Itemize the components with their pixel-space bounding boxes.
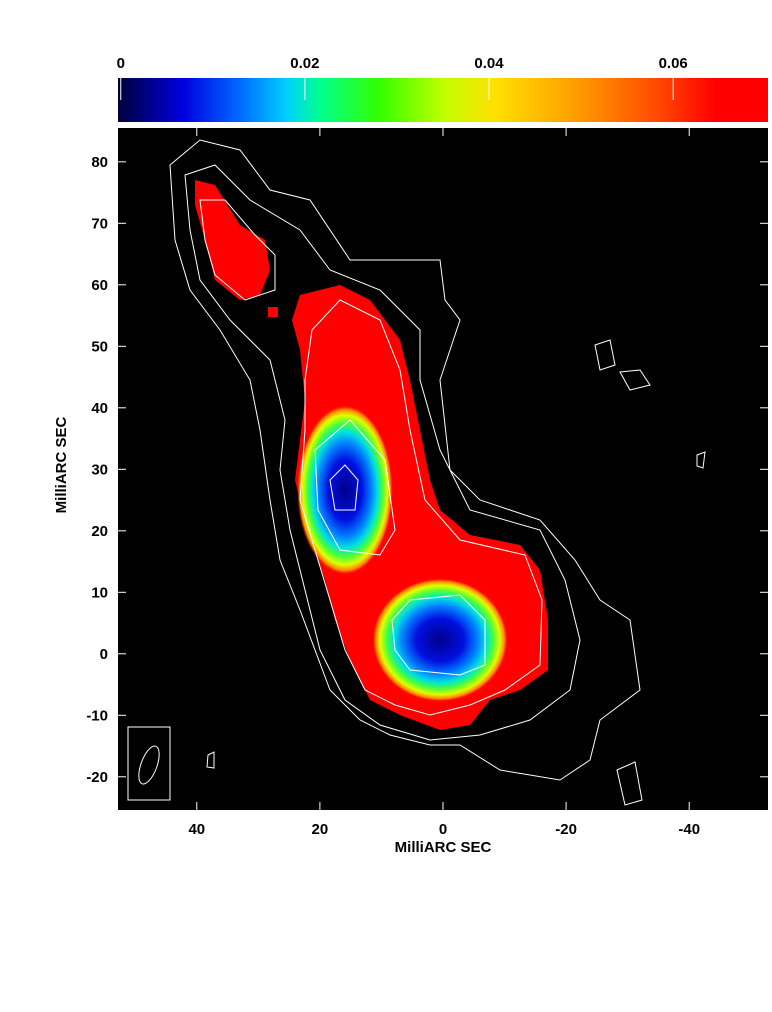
colorbar-tick-label: 0.04 bbox=[474, 55, 504, 72]
y-tick-label: 30 bbox=[91, 461, 108, 478]
x-tick-label: 40 bbox=[188, 821, 205, 838]
x-tick-label: -40 bbox=[678, 821, 700, 838]
y-tick-label: 80 bbox=[91, 154, 108, 171]
y-tick-label: 40 bbox=[91, 400, 108, 417]
x-tick-label: 20 bbox=[312, 821, 329, 838]
colorbar-tick-label: 0.02 bbox=[290, 55, 319, 72]
beam bbox=[138, 745, 160, 785]
y-tick-label: 20 bbox=[91, 523, 108, 540]
x-axis-label: MilliARC SEC bbox=[395, 839, 492, 856]
colorbar-tick-label: 0.06 bbox=[659, 55, 688, 72]
y-tick-label: 10 bbox=[91, 584, 108, 601]
y-axis-label: MilliARC SEC bbox=[53, 417, 70, 514]
y-tick-label: 0 bbox=[100, 646, 108, 663]
colorbar-tick-label: 0 bbox=[117, 55, 125, 72]
y-tick-label: -10 bbox=[86, 707, 108, 724]
y-tick-label: 70 bbox=[91, 215, 108, 232]
beam-box bbox=[127, 726, 171, 801]
x-tick-label: -20 bbox=[555, 821, 577, 838]
image bbox=[169, 139, 706, 806]
y-tick-label: 50 bbox=[91, 338, 108, 355]
colorbar bbox=[118, 78, 768, 122]
y-tick-label: 60 bbox=[91, 277, 108, 294]
y-tick-label: -20 bbox=[86, 769, 108, 786]
x-tick-label: 0 bbox=[439, 821, 447, 838]
